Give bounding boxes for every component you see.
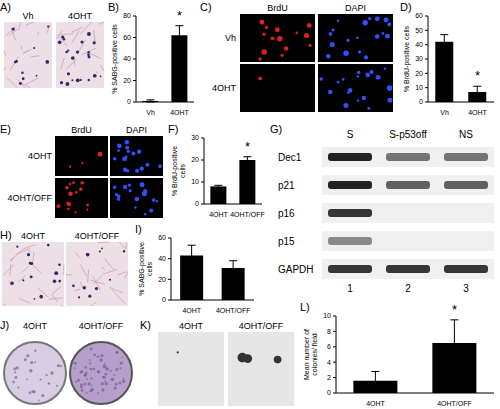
svg-text:Vh: Vh xyxy=(146,109,155,116)
svg-text:BrdU: BrdU xyxy=(267,3,288,13)
svg-text:40: 40 xyxy=(123,55,131,62)
svg-text:B): B) xyxy=(108,1,119,13)
svg-text:0: 0 xyxy=(162,296,166,303)
svg-text:0: 0 xyxy=(195,200,199,207)
svg-text:60: 60 xyxy=(415,12,423,19)
svg-text:80: 80 xyxy=(123,12,131,19)
svg-text:H): H) xyxy=(8,229,12,241)
svg-text:2: 2 xyxy=(405,283,411,294)
svg-text:% SABG-positive cells: % SABG-positive cells xyxy=(111,24,119,94)
svg-text:20: 20 xyxy=(191,156,199,163)
svg-text:4OHT: 4OHT xyxy=(28,151,53,161)
svg-text:F): F) xyxy=(168,123,178,135)
svg-text:4OHT/OFF: 4OHT/OFF xyxy=(239,321,284,331)
svg-text:4OHT: 4OHT xyxy=(468,109,487,116)
svg-text:10: 10 xyxy=(415,84,423,91)
svg-text:20: 20 xyxy=(415,70,423,77)
svg-text:p15: p15 xyxy=(278,236,295,247)
svg-text:*: * xyxy=(475,68,480,83)
svg-text:0: 0 xyxy=(419,98,423,105)
svg-text:p16: p16 xyxy=(278,208,295,219)
svg-text:10: 10 xyxy=(323,312,331,319)
svg-text:0: 0 xyxy=(327,389,331,396)
svg-text:% BrdU-positivecells: % BrdU-positivecells xyxy=(171,146,186,196)
svg-text:4OHT: 4OHT xyxy=(209,211,228,218)
svg-text:40: 40 xyxy=(158,255,166,262)
svg-text:E): E) xyxy=(8,123,11,135)
svg-text:4OHT/OFF: 4OHT/OFF xyxy=(8,193,53,203)
svg-text:8: 8 xyxy=(327,328,331,335)
svg-text:Vh: Vh xyxy=(440,109,449,116)
svg-text:p21: p21 xyxy=(278,180,295,191)
svg-text:50: 50 xyxy=(415,27,423,34)
svg-text:*: * xyxy=(177,8,182,23)
svg-text:0: 0 xyxy=(127,98,131,105)
svg-text:20: 20 xyxy=(123,77,131,84)
svg-text:*: * xyxy=(452,302,457,317)
svg-text:D): D) xyxy=(400,1,412,13)
svg-text:3: 3 xyxy=(463,283,469,294)
svg-text:4OHT: 4OHT xyxy=(212,83,237,93)
svg-text:S: S xyxy=(347,129,354,140)
svg-text:4OHT/OFF: 4OHT/OFF xyxy=(75,231,120,241)
svg-text:C): C) xyxy=(200,1,212,13)
svg-text:NS: NS xyxy=(459,129,473,140)
svg-text:K): K) xyxy=(140,319,151,331)
svg-text:J): J) xyxy=(8,319,9,331)
svg-text:4OHT/OFF: 4OHT/OFF xyxy=(230,211,265,218)
svg-text:30: 30 xyxy=(415,55,423,62)
svg-text:4OHT: 4OHT xyxy=(68,11,93,21)
svg-text:10: 10 xyxy=(191,178,199,185)
svg-text:4OHT: 4OHT xyxy=(179,321,204,331)
svg-text:4OHT: 4OHT xyxy=(170,109,189,116)
svg-text:BrdU: BrdU xyxy=(71,125,92,135)
svg-text:DAPI: DAPI xyxy=(345,3,366,13)
svg-text:Mean number ofcolonies/ field: Mean number ofcolonies/ field xyxy=(303,329,318,380)
svg-text:1: 1 xyxy=(347,283,353,294)
svg-text:60: 60 xyxy=(158,234,166,241)
svg-text:4: 4 xyxy=(327,359,331,366)
svg-text:2: 2 xyxy=(327,374,331,381)
svg-text:% BrdU-positive cells: % BrdU-positive cells xyxy=(403,25,411,92)
svg-text:Vh: Vh xyxy=(225,33,236,43)
svg-text:4OHT: 4OHT xyxy=(366,400,385,407)
svg-text:*: * xyxy=(245,139,250,154)
svg-text:4OHT/OFF: 4OHT/OFF xyxy=(437,400,472,407)
svg-text:S-p53off: S-p53off xyxy=(389,129,427,140)
svg-text:G): G) xyxy=(270,123,282,135)
svg-text:% SABG-positivecells: % SABG-positivecells xyxy=(138,242,153,296)
svg-text:6: 6 xyxy=(327,343,331,350)
svg-text:60: 60 xyxy=(123,34,131,41)
svg-text:GAPDH: GAPDH xyxy=(278,264,314,275)
svg-text:I): I) xyxy=(135,223,142,235)
svg-text:4OHT: 4OHT xyxy=(21,231,46,241)
svg-text:4OHT/OFF: 4OHT/OFF xyxy=(216,307,251,314)
svg-text:40: 40 xyxy=(415,41,423,48)
svg-text:20: 20 xyxy=(158,276,166,283)
svg-text:4OHT: 4OHT xyxy=(182,307,201,314)
svg-text:4OHT/OFF: 4OHT/OFF xyxy=(79,321,124,331)
svg-text:A): A) xyxy=(8,1,11,13)
svg-text:L): L) xyxy=(300,301,310,313)
svg-text:4OHT: 4OHT xyxy=(23,321,48,331)
svg-text:Vh: Vh xyxy=(22,11,33,21)
svg-text:Dec1: Dec1 xyxy=(278,152,302,163)
svg-text:DAPI: DAPI xyxy=(126,125,147,135)
svg-text:30: 30 xyxy=(191,134,199,141)
